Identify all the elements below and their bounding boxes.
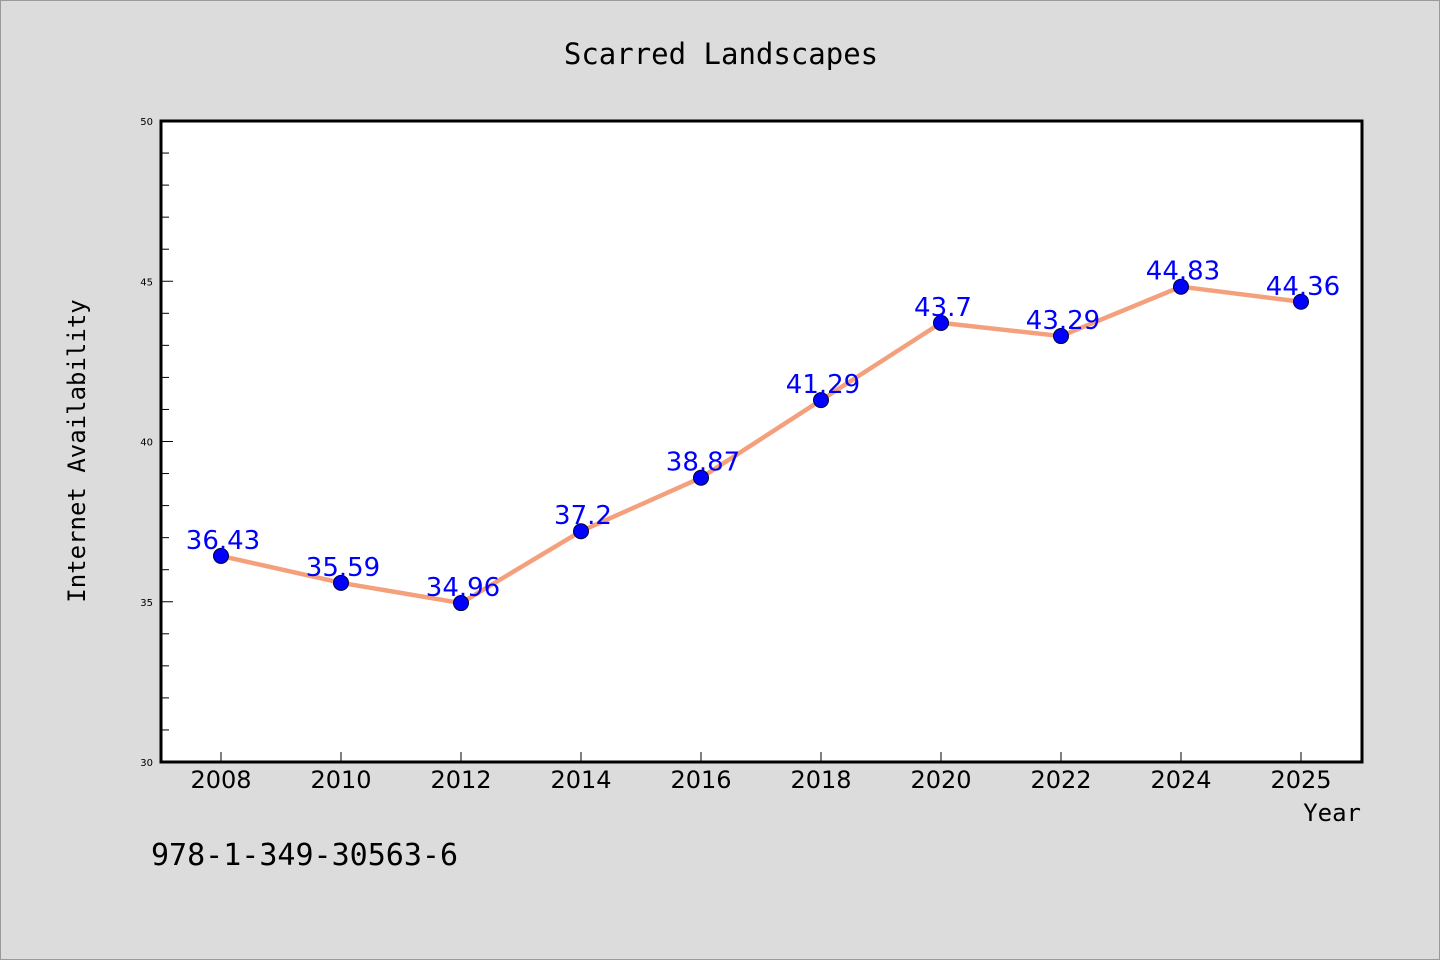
x-tick-label: 2022	[1030, 766, 1091, 794]
x-tick-label: 2016	[670, 766, 731, 794]
x-tick-label: 2024	[1150, 766, 1211, 794]
y-tick-label: 35	[140, 598, 153, 609]
x-tick-label: 2014	[550, 766, 611, 794]
y-tick-label: 40	[140, 438, 153, 449]
data-point	[333, 574, 349, 591]
data-point	[933, 314, 949, 331]
data-point	[213, 547, 229, 564]
x-tick-label: 2025	[1270, 766, 1331, 794]
data-point	[1053, 328, 1069, 345]
x-axis: 2008 2010 2012 2014 2016 2018 2020 2022 2024 2025	[190, 752, 1332, 794]
y-tick-label: 30	[140, 758, 153, 769]
x-tick-label: 2010	[310, 766, 371, 794]
data-point	[573, 523, 589, 540]
x-axis-label: Year	[1303, 799, 1361, 827]
series-line	[218, 284, 1304, 606]
data-label: 36.43	[186, 526, 260, 556]
y-tick-label: 50	[140, 117, 153, 128]
data-label-group: 36.43 35.59 34.96 37.2 38.87 41.29 43.7 43.29 44…	[186, 257, 1340, 603]
data-label: 43.29	[1026, 306, 1100, 336]
data-point	[1293, 293, 1309, 310]
data-label: 38.87	[666, 448, 740, 478]
y-axis: 30 35 40 45 50	[140, 117, 173, 769]
x-tick-label: 2008	[190, 766, 251, 794]
series-line-group	[218, 284, 1304, 606]
x-tick-label: 2020	[910, 766, 971, 794]
data-label: 35.59	[306, 553, 380, 583]
data-label: 41.29	[786, 370, 860, 400]
isbn-text: 978-1-349-30563-6	[151, 838, 458, 873]
data-label: 44.83	[1146, 257, 1220, 287]
data-point	[1173, 278, 1189, 295]
data-point	[693, 469, 709, 486]
chart-title: Scarred Landscapes	[564, 37, 878, 71]
y-axis-label: Internet Availability	[63, 299, 91, 602]
data-label: 34.96	[426, 573, 500, 603]
data-point	[813, 392, 829, 409]
data-label: 37.2	[554, 501, 612, 531]
data-label: 43.7	[914, 293, 972, 323]
plot-area	[159, 119, 1364, 764]
data-label: 44.36	[1266, 272, 1340, 302]
data-point	[453, 595, 469, 612]
x-tick-label: 2012	[430, 766, 491, 794]
marker-group	[213, 278, 1309, 612]
x-tick-label: 2018	[790, 766, 851, 794]
y-tick-label: 45	[140, 277, 153, 288]
